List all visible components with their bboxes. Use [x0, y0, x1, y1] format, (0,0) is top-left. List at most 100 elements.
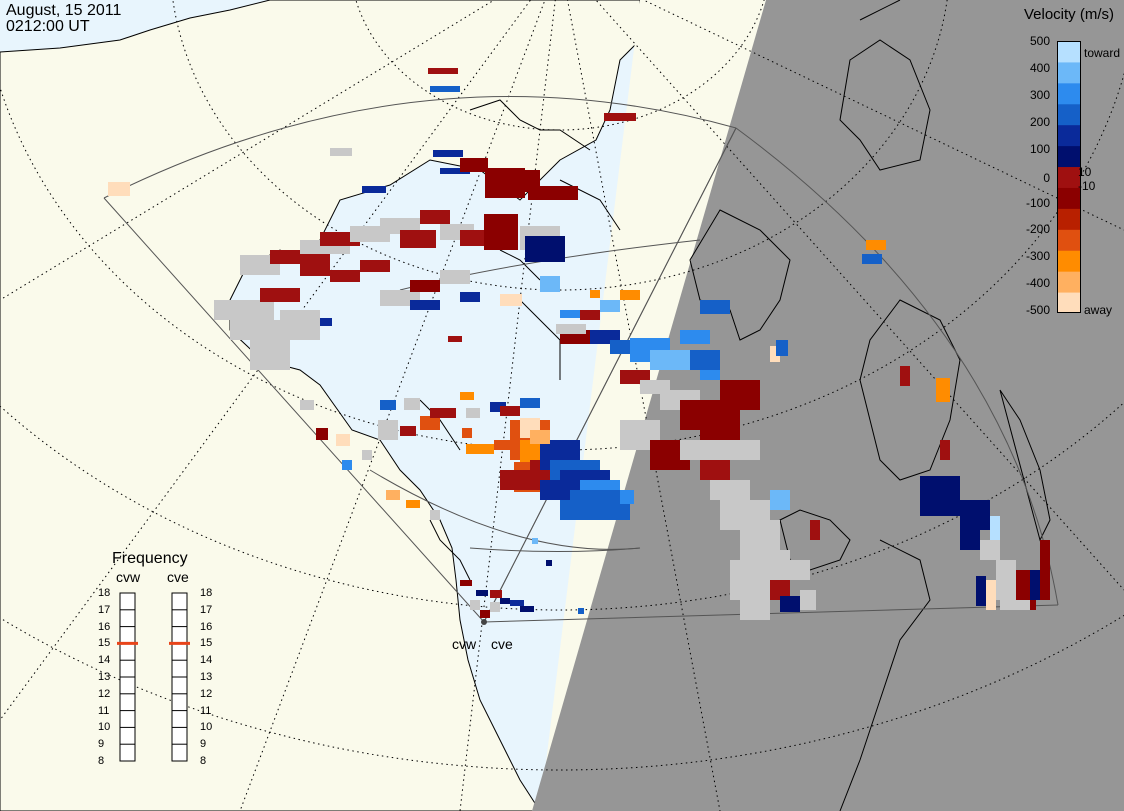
velocity-cell — [810, 520, 820, 540]
velocity-cell — [510, 600, 524, 606]
colorbar-toward-label: toward — [1084, 46, 1121, 60]
velocity-cell — [440, 168, 470, 174]
colorbar-segment — [1057, 166, 1081, 188]
velocity-cell — [700, 300, 730, 314]
frequency-tick-label: 12 — [98, 687, 111, 700]
velocity-cell — [770, 346, 780, 362]
colorbar-segment — [1057, 229, 1081, 251]
colorbar-tick-label: 400 — [1029, 61, 1050, 75]
frequency-tick-label: 15 — [98, 637, 111, 650]
velocity-cell — [862, 254, 882, 264]
velocity-cell — [960, 520, 980, 550]
velocity-cell — [342, 460, 352, 470]
velocity-cell — [400, 426, 416, 436]
velocity-cell — [528, 186, 578, 200]
colorbar-tick-label: 0 — [1043, 171, 1050, 185]
colorbar-segment — [1057, 103, 1081, 126]
velocity-cell — [532, 538, 538, 544]
velocity-cell — [560, 310, 580, 318]
velocity-cell — [280, 310, 320, 340]
velocity-cell — [480, 610, 490, 618]
colorbar-segment — [1057, 82, 1081, 105]
colorbar-tick-label: -100 — [1025, 196, 1050, 210]
colorbar-segment — [1057, 292, 1081, 313]
radar-label-cvw: cvw — [452, 636, 477, 652]
frequency-tick-label: 13 — [200, 671, 213, 683]
velocity-cell — [936, 378, 950, 402]
velocity-cell — [556, 324, 586, 334]
velocity-cell — [410, 280, 440, 292]
colorbar-tick-label: -200 — [1025, 222, 1050, 236]
velocity-cell — [406, 500, 420, 508]
velocity-cell — [440, 270, 470, 284]
velocity-cell — [790, 560, 810, 580]
velocity-cell — [996, 560, 1016, 600]
velocity-cell — [460, 580, 472, 586]
velocity-cell — [578, 608, 584, 614]
frequency-tick-label: 18 — [98, 587, 111, 599]
velocity-cell — [108, 182, 130, 196]
plot-date: August, 15 2011 — [6, 2, 122, 19]
velocity-cell — [430, 510, 440, 520]
velocity-cell — [1000, 600, 1030, 610]
velocity-cell — [530, 430, 550, 444]
velocity-cell — [866, 240, 886, 250]
colorbar-away-label: away — [1084, 303, 1113, 317]
velocity-cell — [260, 288, 300, 302]
frequency-tick-label: 9 — [200, 738, 207, 751]
frequency-tick-label: 10 — [98, 721, 111, 734]
velocity-cell — [920, 476, 960, 516]
frequency-tick-label: 13 — [98, 671, 111, 683]
velocity-cell — [650, 350, 690, 370]
velocity-cell — [525, 236, 565, 262]
velocity-cell — [320, 318, 332, 326]
velocity-cell — [900, 366, 910, 386]
velocity-cell — [400, 230, 436, 248]
velocity-cell — [500, 598, 510, 604]
frequency-tick-label: 11 — [98, 704, 110, 717]
velocity-cell — [690, 350, 720, 370]
frequency-tick-label: 17 — [200, 603, 213, 616]
frequency-tick-label: 18 — [200, 587, 213, 599]
velocity-cell — [490, 402, 506, 412]
field-of-view — [103, 96, 1059, 623]
velocity-cell — [476, 590, 488, 596]
frequency-gauges — [117, 592, 190, 762]
colorbar-segment — [1057, 271, 1081, 293]
colorbar-frame — [1057, 41, 1081, 313]
velocity-cell — [430, 408, 456, 418]
velocity-cell — [494, 440, 510, 450]
velocity-cell — [580, 310, 600, 320]
velocity-cell — [380, 400, 396, 410]
velocity-cell — [300, 400, 314, 410]
velocity-colorbar — [1057, 41, 1081, 313]
velocity-cell — [760, 520, 780, 550]
frequency-tick-label: 8 — [200, 755, 207, 767]
frequency-tick-label: 11 — [200, 704, 212, 717]
colorbar-segment — [1057, 208, 1081, 230]
colorbar-segment — [1057, 187, 1081, 209]
velocity-cell — [540, 480, 570, 500]
velocity-cell — [590, 290, 600, 298]
frequency-tick-label: 16 — [98, 620, 111, 633]
velocity-cell — [460, 292, 480, 302]
day-coastline — [419, 99, 621, 581]
velocity-cell — [600, 300, 620, 312]
velocity-cell — [500, 406, 520, 416]
velocity-cell — [462, 428, 472, 438]
velocity-cell — [386, 490, 400, 500]
frequency-tick-label: 17 — [98, 603, 111, 616]
velocity-cell — [540, 276, 560, 292]
colorbar-title: Velocity (m/s) — [1023, 6, 1114, 23]
velocity-cell — [800, 590, 816, 610]
colorbar-tick-label: 200 — [1029, 115, 1050, 129]
velocity-cell — [214, 300, 274, 320]
velocity-cell — [546, 560, 552, 566]
velocity-cell — [460, 158, 488, 172]
frequency-radar-cvw: cvw — [116, 569, 141, 585]
velocity-cell — [776, 340, 788, 356]
velocity-cell — [620, 290, 640, 300]
velocity-cell — [470, 600, 480, 610]
velocity-cell — [362, 186, 386, 193]
